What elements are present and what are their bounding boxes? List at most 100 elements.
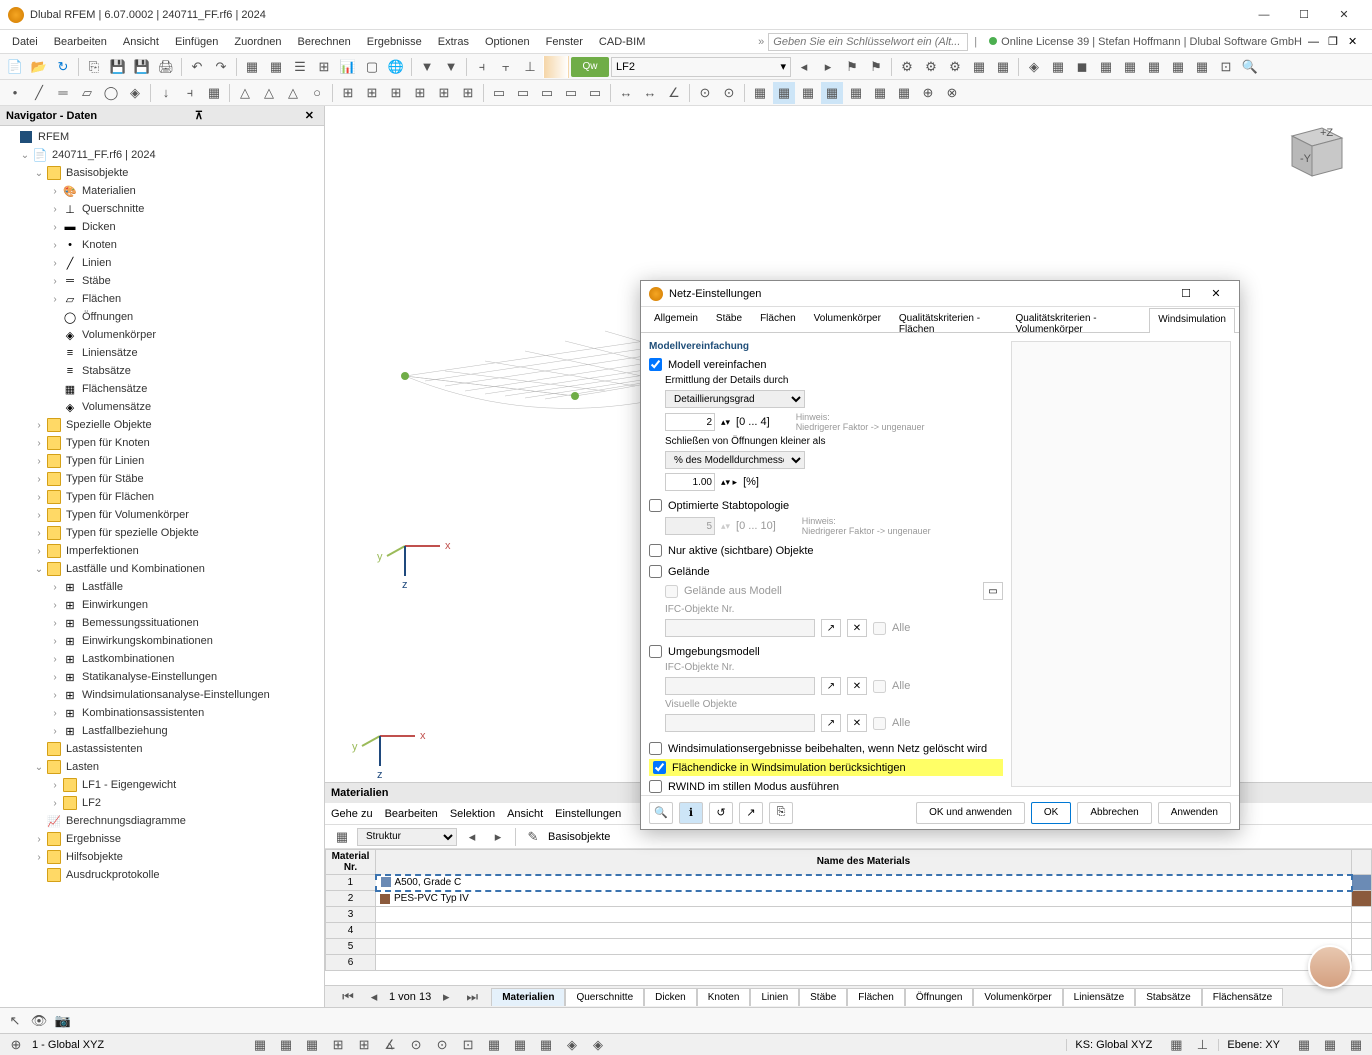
tree-item[interactable]: ›🎨Materialien bbox=[0, 182, 324, 200]
table-row[interactable]: 6 bbox=[326, 955, 1372, 971]
dlg-copy-icon[interactable]: ⎘ bbox=[769, 802, 793, 824]
sb8-icon[interactable]: ⊙ bbox=[432, 1036, 452, 1054]
sb1-icon[interactable]: ▦ bbox=[250, 1036, 270, 1054]
prev-page-icon[interactable]: ◂ bbox=[363, 986, 385, 1008]
view-side-icon[interactable]: ▦ bbox=[1191, 56, 1213, 78]
disp9-icon[interactable]: ⊗ bbox=[941, 82, 963, 104]
dlg-tab-1[interactable]: Stäbe bbox=[707, 307, 751, 332]
disp3-icon[interactable]: ▦ bbox=[797, 82, 819, 104]
tree-item[interactable]: ›Typen für Flächen bbox=[0, 488, 324, 506]
menu-berechnen[interactable]: Berechnen bbox=[290, 33, 359, 51]
align3-icon[interactable]: ⊥ bbox=[519, 56, 541, 78]
tree-item[interactable]: Ausdruckprotokolle bbox=[0, 866, 324, 884]
solid-icon[interactable]: ◈ bbox=[124, 82, 146, 104]
sb12-icon[interactable]: ▦ bbox=[536, 1036, 556, 1054]
tree-item[interactable]: ›Typen für Volumenkörper bbox=[0, 506, 324, 524]
tab-flächensätze[interactable]: Flächensätze bbox=[1202, 988, 1283, 1006]
struktur-select[interactable]: Struktur bbox=[357, 828, 457, 846]
dim1-icon[interactable]: ↔ bbox=[615, 82, 637, 104]
mdi-restore-button[interactable]: ❐ bbox=[1328, 35, 1348, 48]
dlg-tab-4[interactable]: Qualitätskriterien - Flächen bbox=[890, 307, 1007, 332]
box-icon[interactable]: ▢ bbox=[361, 56, 383, 78]
umgebung-checkbox[interactable] bbox=[649, 645, 662, 658]
prev-lf-icon[interactable]: ◂ bbox=[793, 56, 815, 78]
maximize-button[interactable]: ☐ bbox=[1284, 1, 1324, 29]
mat-menu-item[interactable]: Einstellungen bbox=[555, 808, 621, 820]
tab-öffnungen[interactable]: Öffnungen bbox=[905, 988, 974, 1006]
node-icon[interactable]: • bbox=[4, 82, 26, 104]
tool4-icon[interactable]: ⊞ bbox=[409, 82, 431, 104]
cs-icon[interactable]: ⊕ bbox=[6, 1036, 26, 1054]
menu-ergebnisse[interactable]: Ergebnisse bbox=[359, 33, 430, 51]
tab-linien[interactable]: Linien bbox=[750, 988, 799, 1006]
menu-einfügen[interactable]: Einfügen bbox=[167, 33, 226, 51]
next-page-icon[interactable]: ▸ bbox=[435, 986, 457, 1008]
support2-icon[interactable]: △ bbox=[258, 82, 280, 104]
disp8-icon[interactable]: ⊕ bbox=[917, 82, 939, 104]
vis-pick-icon[interactable]: ↗ bbox=[821, 714, 841, 732]
tree-item[interactable]: ›Ergebnisse bbox=[0, 830, 324, 848]
menu-bearbeiten[interactable]: Bearbeiten bbox=[46, 33, 115, 51]
cursor-icon[interactable]: ↖ bbox=[4, 1010, 26, 1032]
sb3-icon[interactable]: ▦ bbox=[302, 1036, 322, 1054]
loadcase-select[interactable]: LF2▾ bbox=[611, 57, 791, 77]
view-iso-icon[interactable]: ◈ bbox=[1023, 56, 1045, 78]
sb11-icon[interactable]: ▦ bbox=[510, 1036, 530, 1054]
dlg-reset-icon[interactable]: ↺ bbox=[709, 802, 733, 824]
calc3-icon[interactable]: ⚙ bbox=[944, 56, 966, 78]
last-page-icon[interactable]: ⏭ bbox=[461, 986, 483, 1008]
sb5-icon[interactable]: ⊞ bbox=[354, 1036, 374, 1054]
disp5-icon[interactable]: ▦ bbox=[845, 82, 867, 104]
tree-item[interactable]: ›⊞Lastfälle bbox=[0, 578, 324, 596]
sb-grid-icon[interactable]: ▦ bbox=[1166, 1036, 1186, 1054]
sel4-icon[interactable]: ▭ bbox=[560, 82, 582, 104]
calc2-icon[interactable]: ⚙ bbox=[920, 56, 942, 78]
tree-item[interactable]: ⌄📄240711_FF.rf6 | 2024 bbox=[0, 146, 324, 164]
camera-icon[interactable]: 📷 bbox=[52, 1010, 74, 1032]
sb4-icon[interactable]: ⊞ bbox=[328, 1036, 348, 1054]
table-row[interactable]: 5 bbox=[326, 939, 1372, 955]
tree-item[interactable]: ◯Öffnungen bbox=[0, 308, 324, 326]
view-solid-icon[interactable]: ◼ bbox=[1071, 56, 1093, 78]
tree-item[interactable]: ⌄Basisobjekte bbox=[0, 164, 324, 182]
sb6-icon[interactable]: ∡ bbox=[380, 1036, 400, 1054]
calc4-icon[interactable]: ▦ bbox=[968, 56, 990, 78]
view-cube[interactable]: -Y +Z bbox=[1272, 116, 1352, 186]
view-grid-icon[interactable]: ▦ bbox=[1047, 56, 1069, 78]
menu-cad-bim[interactable]: CAD-BIM bbox=[591, 33, 653, 51]
dlg-info-icon[interactable]: ℹ bbox=[679, 802, 703, 824]
disp1-icon[interactable]: ▦ bbox=[749, 82, 771, 104]
tab-knoten[interactable]: Knoten bbox=[697, 988, 751, 1006]
dim2-icon[interactable]: ↔ bbox=[639, 82, 661, 104]
tree-item[interactable]: ▦Flächensätze bbox=[0, 380, 324, 398]
table-icon[interactable]: ▦ bbox=[241, 56, 263, 78]
tree-item[interactable]: ›Spezielle Objekte bbox=[0, 416, 324, 434]
tree-item[interactable]: ›⊞Lastfallbeziehung bbox=[0, 722, 324, 740]
dialog-close-button[interactable]: ✕ bbox=[1201, 287, 1231, 300]
tree-item[interactable]: ›Imperfektionen bbox=[0, 542, 324, 560]
sb14-icon[interactable]: ◈ bbox=[588, 1036, 608, 1054]
table-row[interactable]: 3 bbox=[326, 907, 1372, 923]
tree-item[interactable]: ›LF1 - Eigengewicht bbox=[0, 776, 324, 794]
eye-icon[interactable]: 👁 bbox=[28, 1010, 50, 1032]
member-icon[interactable]: ═ bbox=[52, 82, 74, 104]
sb10-icon[interactable]: ▦ bbox=[484, 1036, 504, 1054]
tree-item[interactable]: ›Typen für Linien bbox=[0, 452, 324, 470]
dlg-tab-5[interactable]: Qualitätskriterien - Volumenkörper bbox=[1006, 307, 1149, 332]
close-button[interactable]: ✕ bbox=[1324, 1, 1364, 29]
redo-icon[interactable]: ↷ bbox=[210, 56, 232, 78]
tab-volumenkörper[interactable]: Volumenkörper bbox=[973, 988, 1062, 1006]
tree-item[interactable]: ›Typen für spezielle Objekte bbox=[0, 524, 324, 542]
tree-item[interactable]: ›⊞Einwirkungen bbox=[0, 596, 324, 614]
sb13-icon[interactable]: ◈ bbox=[562, 1036, 582, 1054]
view-persp-icon[interactable]: ▦ bbox=[1119, 56, 1141, 78]
tree-item[interactable]: ›⊞Kombinationsassistenten bbox=[0, 704, 324, 722]
opening-icon[interactable]: ◯ bbox=[100, 82, 122, 104]
detail-method-select[interactable]: Detaillierungsgrad bbox=[665, 390, 805, 408]
tree-item[interactable]: Lastassistenten bbox=[0, 740, 324, 758]
view-fit-icon[interactable]: ⊡ bbox=[1215, 56, 1237, 78]
menu-ansicht[interactable]: Ansicht bbox=[115, 33, 167, 51]
tree-item[interactable]: ›⊞Einwirkungskombinationen bbox=[0, 632, 324, 650]
tree-item[interactable]: ›Typen für Knoten bbox=[0, 434, 324, 452]
apply-button[interactable]: Anwenden bbox=[1158, 802, 1231, 824]
